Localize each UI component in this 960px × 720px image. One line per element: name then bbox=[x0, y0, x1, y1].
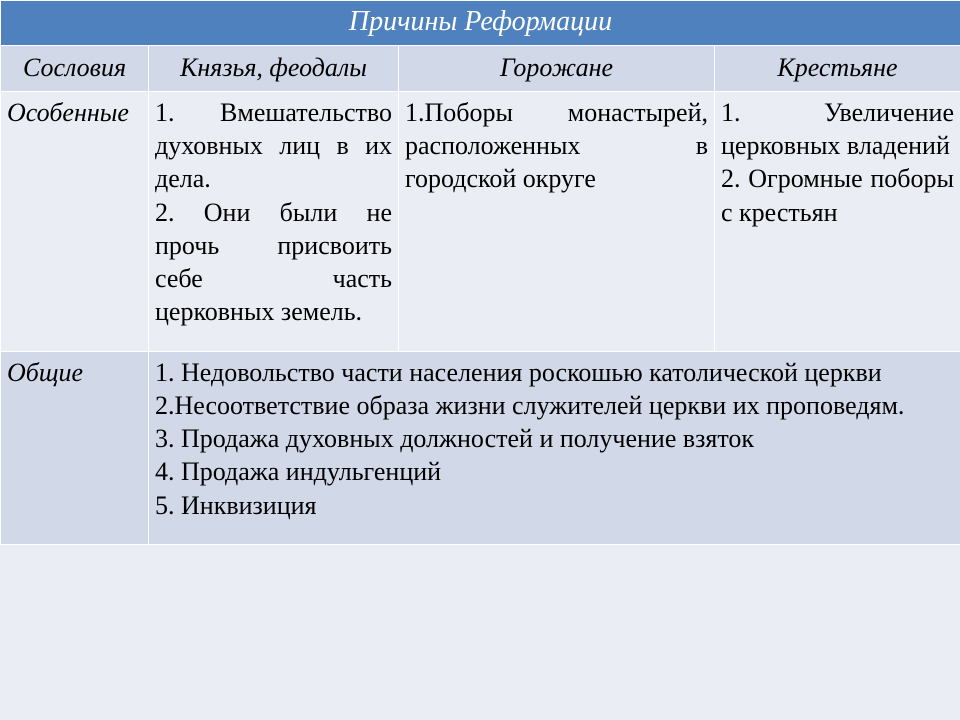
row-label-special: Особенные bbox=[1, 91, 149, 351]
col-header-estates: Сословия bbox=[1, 45, 149, 91]
title-row: Причины Реформации bbox=[1, 1, 960, 46]
col-header-princes: Князья, феодалы bbox=[149, 45, 399, 91]
cell-peasants: 1. Увеличение церковных владений 2. Огро… bbox=[715, 91, 960, 351]
row-label-common: Общие bbox=[1, 351, 149, 544]
cell-townsmen: 1.Поборы монастырей, расположенных в гор… bbox=[399, 91, 715, 351]
table-row: Особенные 1. Вмешательство духовных лиц … bbox=[1, 91, 960, 351]
cell-common-merged: 1. Недовольство части населения роскошью… bbox=[149, 351, 960, 544]
table-row: Общие 1. Недовольство части населения ро… bbox=[1, 351, 960, 544]
table-title: Причины Реформации bbox=[1, 1, 960, 46]
col-header-peasants: Крестьяне bbox=[715, 45, 960, 91]
header-row: Сословия Князья, феодалы Горожане Кресть… bbox=[1, 45, 960, 91]
cell-princes: 1. Вмешательство духовных лиц в их дела.… bbox=[149, 91, 399, 351]
reformation-causes-table: Причины Реформации Сословия Князья, феод… bbox=[0, 0, 960, 545]
col-header-townsmen: Горожане bbox=[399, 45, 715, 91]
